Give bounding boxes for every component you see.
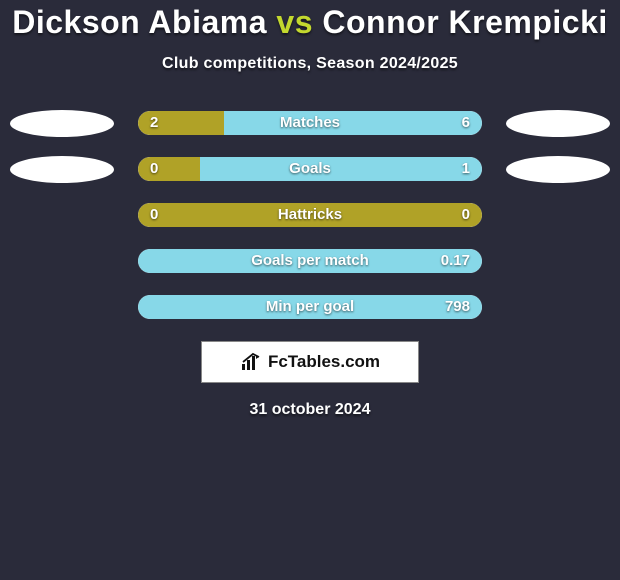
metric-row: 26Matches [0,111,620,135]
brand-text: FcTables.com [268,352,380,372]
team-logo-right [506,110,610,137]
comparison-card: Dickson Abiama vs Connor Krempicki Club … [0,0,620,419]
value-player2: 0 [462,203,470,227]
bar-player1 [138,157,200,181]
value-player2: 1 [462,157,470,181]
subtitle: Club competitions, Season 2024/2025 [0,55,620,73]
value-player2: 798 [445,295,470,319]
bar-player2 [138,295,482,319]
value-player1: 0 [150,157,158,181]
metric-row: 00Hattricks [0,203,620,227]
bar-track: 798Min per goal [138,295,482,319]
metric-row: 01Goals [0,157,620,181]
player1-name: Dickson Abiama [12,4,267,40]
page-title: Dickson Abiama vs Connor Krempicki [0,4,620,41]
value-player1: 2 [150,111,158,135]
bar-track: 0.17Goals per match [138,249,482,273]
brand-badge: FcTables.com [201,341,419,383]
metric-row: 0.17Goals per match [0,249,620,273]
chart-icon [240,352,264,372]
team-logo-left [10,110,114,137]
date-text: 31 october 2024 [0,401,620,419]
team-logo-left [10,156,114,183]
bar-track: 01Goals [138,157,482,181]
bar-player2 [200,157,482,181]
bar-track: 26Matches [138,111,482,135]
bar-player2 [224,111,482,135]
value-player2: 6 [462,111,470,135]
bar-player2 [138,249,482,273]
vs-text: vs [276,4,313,40]
metric-row: 798Min per goal [0,295,620,319]
team-logo-right [506,156,610,183]
player2-name: Connor Krempicki [322,4,607,40]
value-player1: 0 [150,203,158,227]
comparison-chart: 26Matches01Goals00Hattricks0.17Goals per… [0,111,620,319]
bar-track: 00Hattricks [138,203,482,227]
value-player2: 0.17 [441,249,470,273]
bar-player1 [138,203,482,227]
